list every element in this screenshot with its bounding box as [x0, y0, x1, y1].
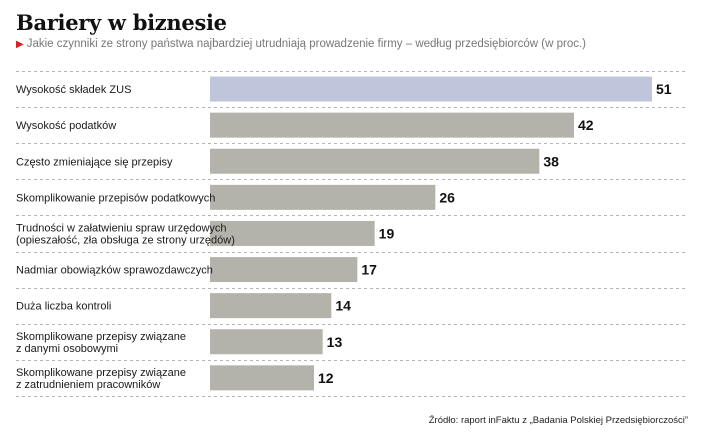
- bar: [210, 220, 375, 246]
- category-label: Nadmiar obowiązków sprawozdawczych: [16, 265, 213, 277]
- category-label: Wysokość składek ZUS: [16, 84, 131, 96]
- bar: [210, 365, 314, 391]
- value-label: 17: [361, 262, 377, 278]
- value-label: 26: [439, 189, 455, 205]
- value-label: 13: [327, 334, 343, 350]
- category-label: Skomplikowane przepisy związane: [16, 367, 186, 379]
- category-label: z danymi osobowymi: [16, 343, 118, 355]
- chart-subtitle: ▶ Jakie czynniki ze strony państwa najbar…: [16, 38, 586, 50]
- value-label: 38: [543, 153, 559, 169]
- category-label: Skomplikowane przepisy związane: [16, 331, 186, 343]
- category-label: Skomplikowanie przepisów podatkowych: [16, 192, 215, 204]
- bar: [210, 184, 436, 210]
- bar: [210, 148, 540, 174]
- category-label: z zatrudnieniem pracowników: [16, 379, 160, 391]
- category-label: Często zmieniające się przepisy: [16, 156, 173, 168]
- value-label: 12: [318, 370, 334, 386]
- category-label: Wysokość podatków: [16, 120, 116, 132]
- bar: [210, 76, 652, 102]
- category-label: Duża liczba kontroli: [16, 301, 111, 313]
- value-label: 14: [335, 298, 351, 314]
- value-label: 51: [656, 81, 672, 97]
- triangle-bullet-icon: ▶: [16, 39, 24, 50]
- bar: [210, 329, 323, 355]
- category-label: (opieszałość, zła obsługa ze strony urzę…: [16, 234, 235, 246]
- value-label: 42: [578, 117, 594, 133]
- bar: [210, 293, 332, 319]
- source-note: Źródło: raport inFaktu z „Badania Polski…: [428, 415, 688, 426]
- bar: [210, 257, 358, 283]
- value-label: 19: [379, 225, 395, 241]
- bar: [210, 112, 574, 138]
- category-label: Trudności w załatwieniu spraw urzędowych: [16, 222, 227, 234]
- chart-title: Bariery w biznesie: [16, 10, 227, 35]
- chart-subtitle-text: Jakie czynniki ze strony państwa najbard…: [26, 38, 586, 50]
